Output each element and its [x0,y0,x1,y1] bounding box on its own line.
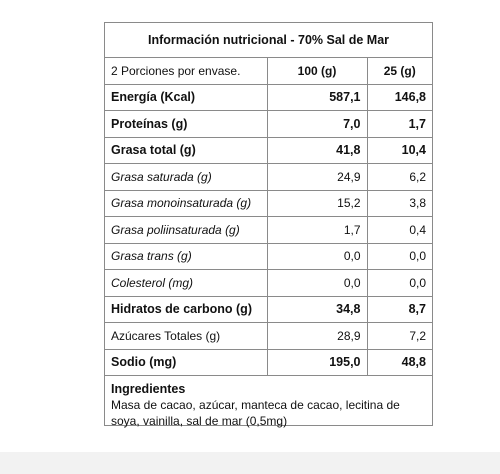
header-row: 2 Porciones por envase. 100 (g) 25 (g) [105,57,432,85]
value-25g: 1,7 [366,110,432,138]
value-100g: 24,9 [266,163,367,191]
table-row-total-fat: Grasa total (g) 41,8 10,4 [105,137,432,164]
nutrition-facts-panel: Información nutricional - 70% Sal de Mar… [104,22,433,429]
table-row-polyunsaturated-fat: Grasa poliinsaturada (g) 1,7 0,4 [105,216,432,244]
row-label: Proteínas (g) [105,110,267,138]
value-25g: 146,8 [366,84,432,111]
value-25g: 6,2 [366,163,432,191]
table-row-saturated-fat: Grasa saturada (g) 24,9 6,2 [105,163,432,191]
value-25g: 0,4 [366,216,432,244]
table-row-sodium: Sodio (mg) 195,0 48,8 [105,349,432,376]
value-100g: 1,7 [266,216,367,244]
row-label: Hidratos de carbono (g) [105,296,267,323]
row-label: Grasa trans (g) [105,243,267,270]
table-row-protein: Proteínas (g) 7,0 1,7 [105,110,432,138]
value-100g: 195,0 [266,349,367,376]
value-100g: 0,0 [266,243,367,270]
table-row-trans-fat: Grasa trans (g) 0,0 0,0 [105,243,432,270]
value-100g: 41,8 [266,137,367,164]
table-row-monounsaturated-fat: Grasa monoinsaturada (g) 15,2 3,8 [105,190,432,217]
row-label: Grasa total (g) [105,137,267,164]
ingredients-heading: Ingredientes [111,382,186,396]
value-25g: 7,2 [366,322,432,350]
ingredients-text: Masa de cacao, azúcar, manteca de cacao,… [111,398,400,428]
value-100g: 15,2 [266,190,367,217]
nutrition-table: Información nutricional - 70% Sal de Mar… [105,23,432,376]
value-25g: 10,4 [366,137,432,164]
value-25g: 0,0 [366,243,432,270]
row-label: Grasa saturada (g) [105,163,267,191]
table-row-energy: Energía (Kcal) 587,1 146,8 [105,84,432,111]
value-25g: 8,7 [366,296,432,323]
value-100g: 0,0 [266,269,367,297]
value-25g: 48,8 [366,349,432,376]
value-100g: 7,0 [266,110,367,138]
servings-label: 2 Porciones por envase. [105,57,267,85]
table-row-carbohydrates: Hidratos de carbono (g) 34,8 8,7 [105,296,432,323]
value-25g: 3,8 [366,190,432,217]
ingredients-section: Ingredientes Masa de cacao, azúcar, mant… [105,376,432,429]
value-25g: 0,0 [366,269,432,297]
title-row: Información nutricional - 70% Sal de Mar [105,23,432,58]
value-100g: 28,9 [266,322,367,350]
row-label: Colesterol (mg) [105,269,267,297]
column-header-100g: 100 (g) [266,57,367,85]
row-label: Energía (Kcal) [105,84,267,111]
row-label: Azúcares Totales (g) [105,322,267,350]
row-label: Grasa poliinsaturada (g) [105,216,267,244]
table-row-total-sugars: Azúcares Totales (g) 28,9 7,2 [105,322,432,350]
row-label: Sodio (mg) [105,349,267,376]
table-title: Información nutricional - 70% Sal de Mar [105,23,432,58]
column-header-25g: 25 (g) [366,57,432,85]
table-row-cholesterol: Colesterol (mg) 0,0 0,0 [105,269,432,297]
row-label: Grasa monoinsaturada (g) [105,190,267,217]
value-100g: 587,1 [266,84,367,111]
value-100g: 34,8 [266,296,367,323]
bottom-band [0,452,500,474]
